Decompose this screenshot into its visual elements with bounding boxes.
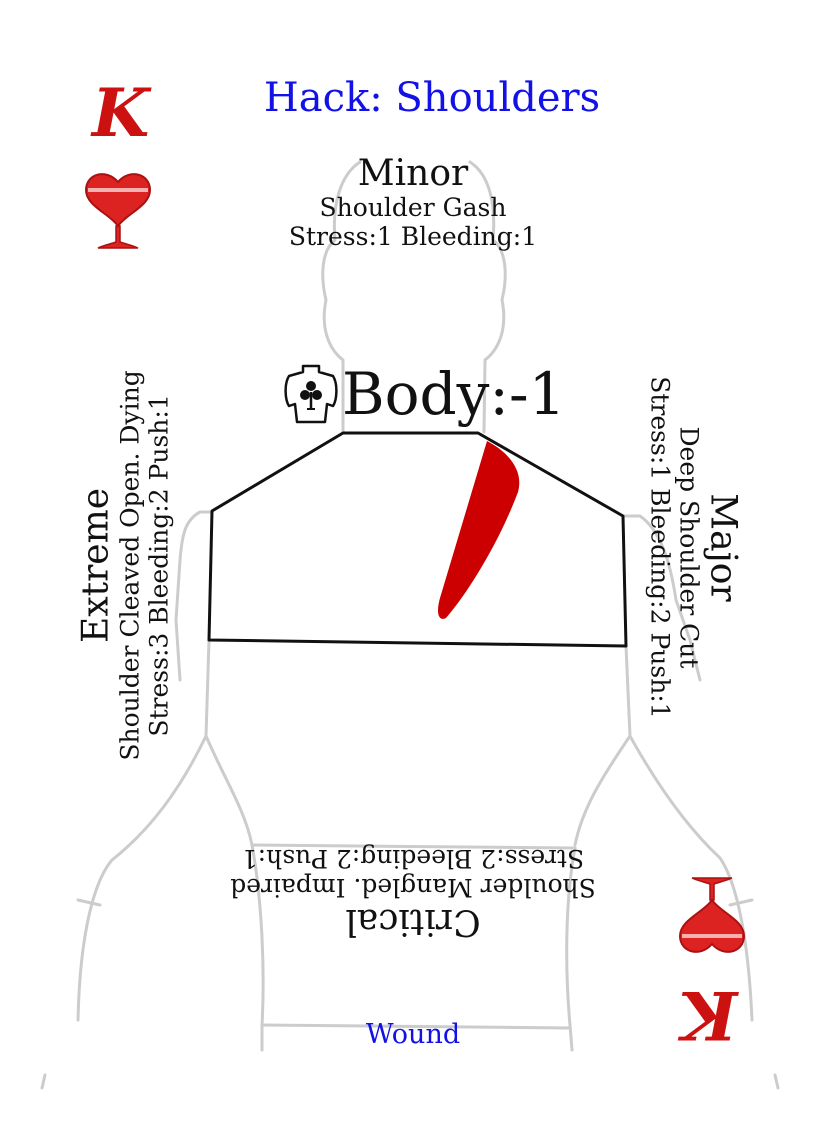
wound-critical-name: Shoulder Mangled. Impaired — [230, 872, 596, 902]
wound-extreme-name: Shoulder Cleaved Open. Dying — [115, 370, 145, 761]
wound-minor-label: Minor — [357, 153, 469, 194]
shoulders-region-outline — [207, 431, 628, 648]
wound-mark — [438, 441, 520, 619]
wound-minor: Minor Shoulder Gash Stress:1 Bleeding:1 — [173, 153, 653, 252]
wound-major-stats: Stress:1 Bleeding:2 Push:1 — [645, 376, 675, 719]
wound-extreme-stats: Stress:3 Bleeding:2 Push:1 — [144, 394, 174, 737]
rank-top-left: K — [92, 74, 150, 152]
wound-extreme-label: Extreme — [75, 487, 117, 643]
wound-major-name: Deep Shoulder Cut — [674, 426, 704, 669]
wound-major: Major Deep Shoulder Cut Stress:1 Bleedin… — [645, 307, 744, 787]
wound-major-label: Major — [702, 493, 744, 602]
wound-minor-name: Shoulder Gash — [319, 193, 507, 223]
wound-critical-stats: Stress:2 Bleeding:2 Push:1 — [241, 843, 585, 873]
heart-goblet-icon — [84, 173, 152, 249]
torso-club-icon — [284, 364, 338, 424]
body-stat-label: Body:-1 — [342, 360, 566, 428]
card-title: Hack: Shoulders — [263, 75, 601, 121]
heart-goblet-icon — [678, 877, 746, 953]
body-stat: Body:-1 — [283, 362, 565, 426]
wound-critical-label: Critical — [345, 900, 481, 942]
wound-minor-stats: Stress:1 Bleeding:1 — [288, 222, 538, 252]
rank-bottom-right: K — [680, 976, 738, 1054]
wound-extreme: Extreme Shoulder Cleaved Open. Dying Str… — [76, 325, 175, 805]
body-silhouette — [40, 160, 780, 1090]
card-footer: Wound — [365, 1019, 461, 1050]
wound-critical: Critical Shoulder Mangled. Impaired Stre… — [173, 843, 653, 942]
